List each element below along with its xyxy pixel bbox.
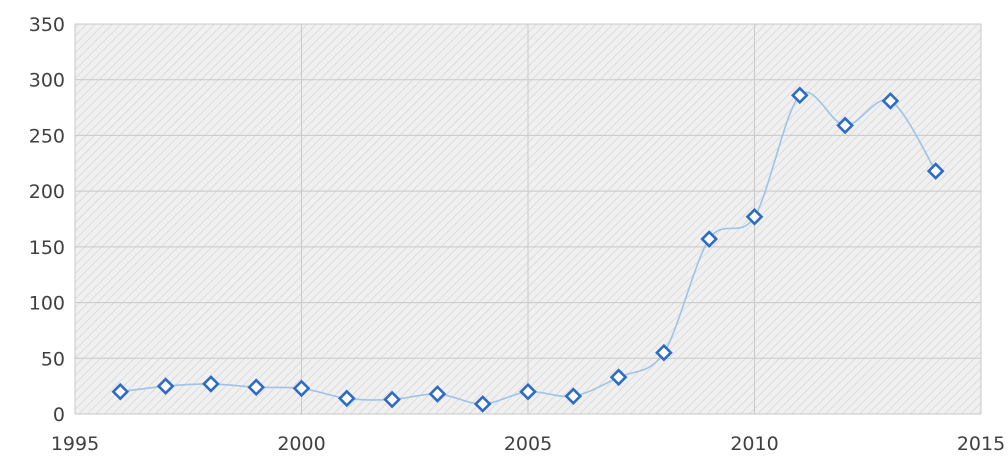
y-axis: 0 50 100 150 200 250 300 350 (29, 14, 65, 426)
data-point-marker (519, 382, 537, 401)
x-tick-label: 2015 (957, 433, 1005, 455)
data-point-marker (790, 86, 809, 105)
data-point-marker (202, 375, 220, 393)
y-tick-label: 200 (29, 181, 65, 203)
y-tick-label: 300 (29, 70, 65, 92)
data-points (111, 86, 945, 413)
x-tick-label: 2000 (277, 433, 325, 455)
data-point-marker (247, 378, 266, 397)
data-point-marker (383, 390, 401, 409)
y-tick-label: 0 (53, 404, 65, 426)
data-point-marker (564, 387, 583, 406)
data-point-marker (337, 389, 356, 408)
y-tick-label: 50 (41, 348, 65, 370)
y-tick-label: 150 (29, 237, 65, 259)
gridlines (74, 23, 982, 415)
x-tick-label: 2010 (730, 433, 778, 455)
data-point-marker (111, 382, 130, 401)
data-point-marker (881, 92, 900, 110)
data-point-marker (836, 116, 854, 135)
data-point-marker (926, 162, 945, 180)
data-point-marker (473, 395, 492, 413)
data-point-marker (156, 377, 175, 395)
x-tick-label: 1995 (51, 433, 99, 455)
x-tick-label: 2005 (504, 433, 552, 455)
data-point-marker (292, 379, 311, 398)
data-point-marker (745, 207, 764, 226)
y-tick-label: 250 (29, 125, 65, 147)
data-point-marker (700, 230, 719, 248)
data-point-marker (609, 368, 628, 387)
y-tick-label: 100 (29, 293, 65, 315)
y-tick-label: 350 (29, 14, 65, 36)
data-point-marker (655, 343, 673, 362)
data-point-marker (428, 385, 447, 403)
x-axis: 1995 2000 2005 2010 2015 (51, 433, 1005, 455)
